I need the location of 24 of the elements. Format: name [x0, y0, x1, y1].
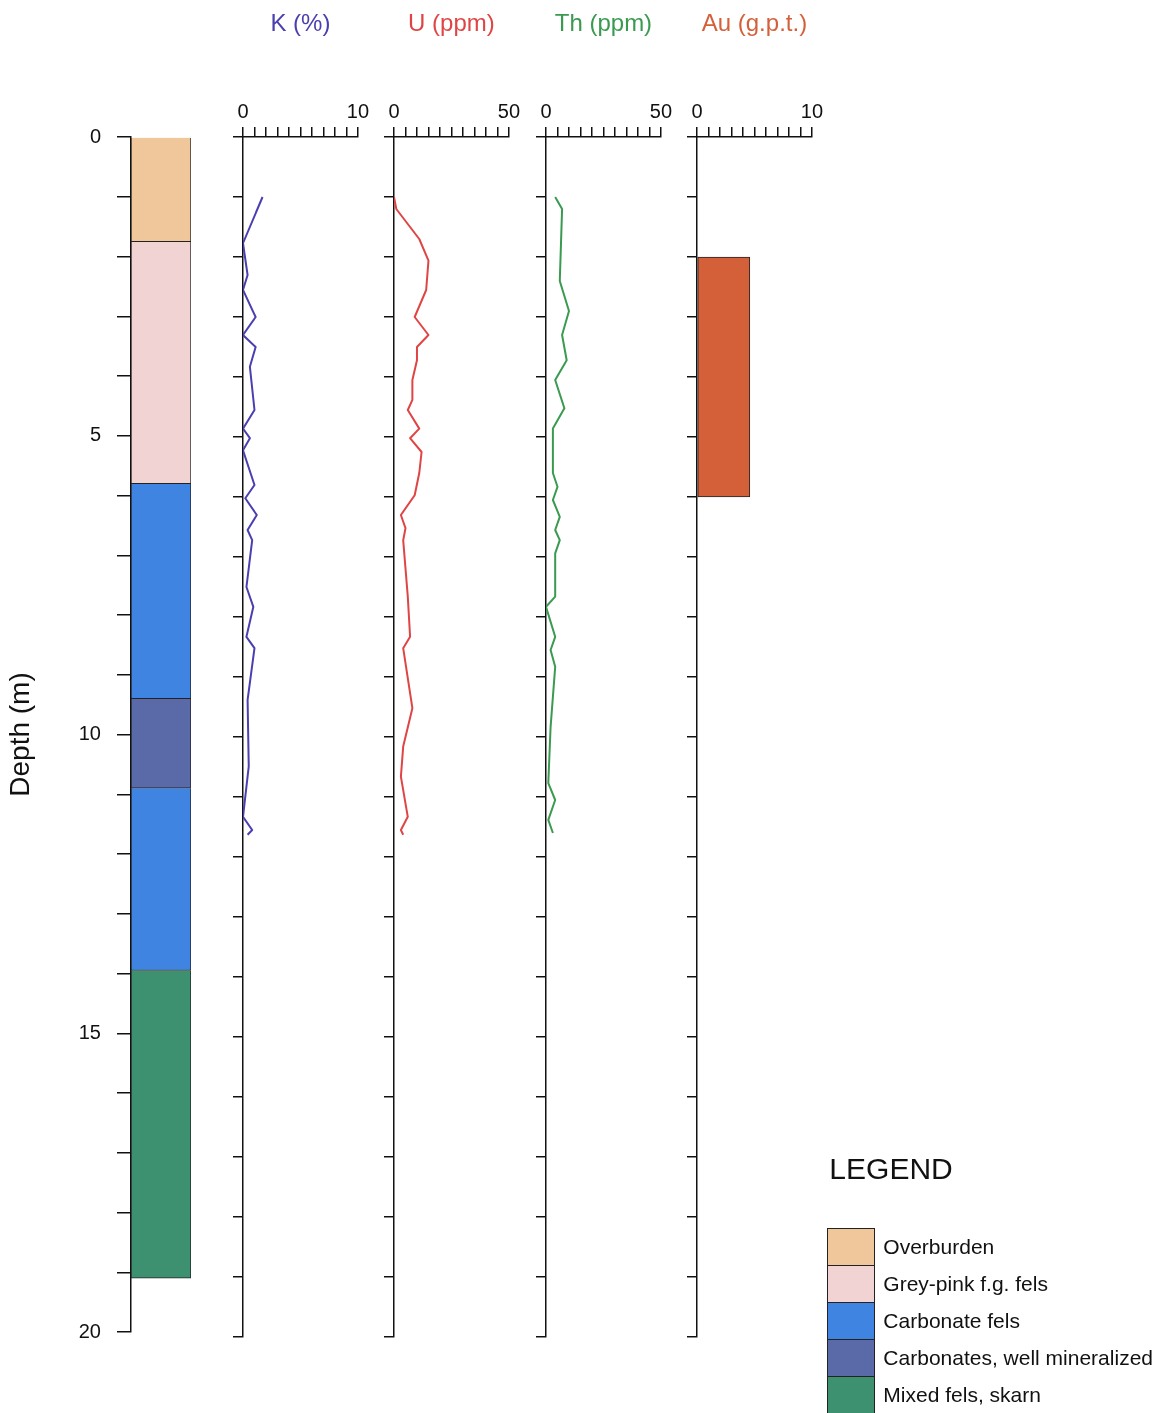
legend-label: Overburden — [883, 1234, 995, 1259]
x-axis-title: Au (g.p.t.) — [701, 9, 808, 37]
x-tick-label: 0 — [540, 99, 552, 122]
legend-title: LEGEND — [829, 1152, 954, 1186]
x-tick-label: 50 — [649, 99, 672, 122]
y-axis-title: Depth (m) — [3, 672, 35, 797]
x-tick-label: 0 — [388, 99, 400, 122]
legend-label: Carbonates, well mineralized — [883, 1345, 1153, 1370]
y-tick-label: 5 — [89, 423, 101, 446]
y-tick-label: 15 — [78, 1020, 101, 1043]
x-axis-title: U (ppm) — [408, 9, 495, 37]
x-tick-label: 0 — [237, 99, 249, 122]
y-tick-label: 0 — [89, 124, 101, 147]
x-tick-label: 10 — [346, 99, 369, 122]
text: Carbonate fels — [883, 1308, 1020, 1333]
legend-label: Mixed fels, skarn — [883, 1382, 1041, 1407]
x-tick-label: 50 — [497, 99, 520, 122]
legend-label: Grey-pink f.g. fels — [883, 1271, 1048, 1296]
x-tick-label: 10 — [800, 99, 823, 122]
x-axis-title: Th (ppm) — [554, 9, 653, 37]
x-tick-label: 0 — [691, 99, 703, 122]
y-tick-label: 10 — [78, 722, 101, 745]
x-axis-title: K (%) — [270, 9, 331, 37]
y-tick-label: 20 — [78, 1319, 101, 1342]
